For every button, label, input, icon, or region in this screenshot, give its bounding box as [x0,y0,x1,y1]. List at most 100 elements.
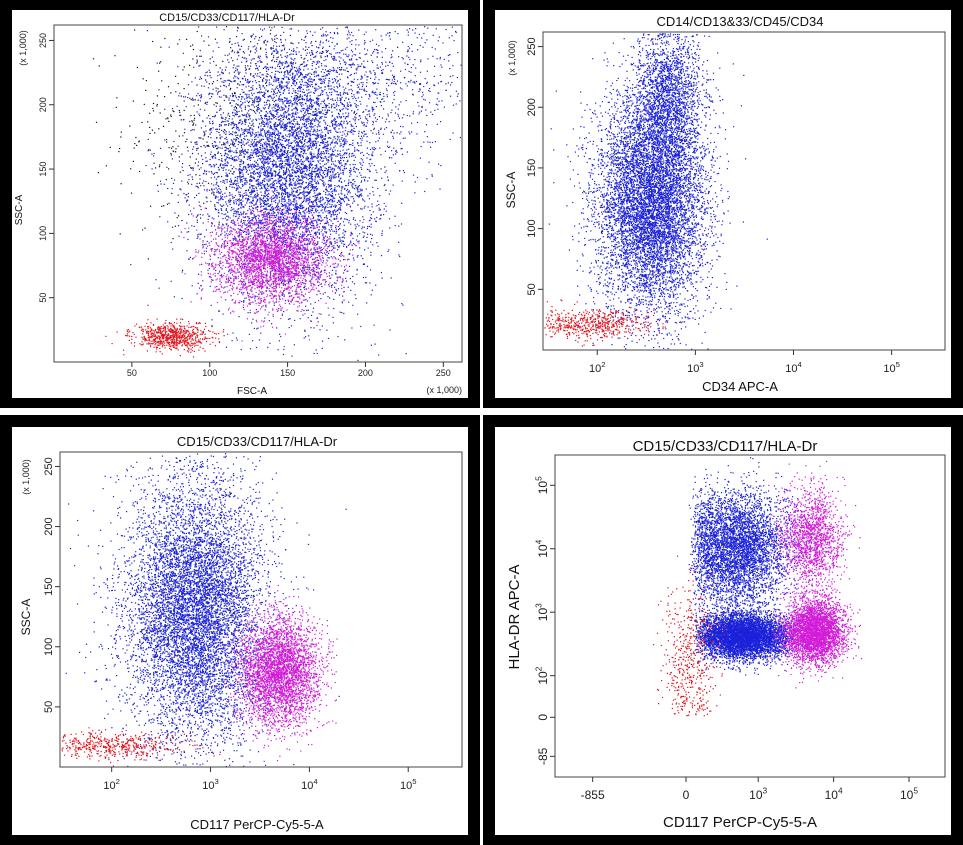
data-point [313,258,315,260]
data-point [320,270,323,273]
data-point [312,60,314,63]
data-point [273,200,275,202]
data-point [228,151,231,153]
data-point [342,221,345,223]
data-point [315,102,317,104]
data-point [270,151,272,153]
data-point [296,203,298,205]
data-point [325,192,327,194]
data-point [306,236,308,238]
data-point [325,105,328,107]
data-point [319,79,321,81]
data-point [303,198,305,200]
data-point [95,121,98,123]
data-point [266,76,268,78]
data-point [328,272,330,274]
data-point [199,174,201,176]
data-point [277,99,279,101]
data-point [202,158,204,161]
data-point [253,204,255,206]
data-point [325,244,328,246]
data-point [266,146,268,148]
data-point [184,197,186,199]
data-point [264,131,266,133]
data-point [289,126,291,128]
data-point [216,181,218,183]
data-point [305,336,307,338]
data-point [314,155,316,157]
data-point [224,182,226,184]
data-point [279,119,281,121]
data-point [277,213,279,215]
data-point [240,163,242,165]
data-point [303,134,305,137]
data-point [226,262,228,264]
data-point [262,171,264,174]
data-point [303,58,305,60]
data-point [269,209,271,211]
data-point [357,255,359,257]
data-point [299,156,302,158]
data-point [248,131,250,134]
data-point [276,189,278,191]
data-point [265,149,267,151]
data-point [242,148,244,150]
data-point [198,137,200,139]
data-point [221,205,223,207]
data-point [284,137,286,139]
data-point [229,115,231,117]
data-point [316,317,319,319]
data-point [304,119,307,121]
data-point [363,235,365,237]
data-point [314,242,316,244]
data-point [200,137,202,139]
data-point [297,194,299,196]
data-point [282,143,284,145]
data-point [289,243,292,245]
data-point [301,255,303,257]
data-point [258,173,260,175]
data-point [229,149,231,151]
data-point [284,88,286,91]
data-point [302,76,304,78]
data-point [347,104,349,106]
data-point [279,225,281,227]
data-point [362,263,364,266]
data-point [349,131,351,133]
data-point [296,179,298,181]
data-point [304,143,306,145]
data-point [229,40,231,42]
data-point [255,97,257,99]
data-point [312,252,314,254]
data-point [158,287,160,289]
data-point [217,211,219,214]
data-point [246,194,248,196]
data-point [249,187,251,189]
data-point [343,229,345,231]
data-point [250,35,252,37]
data-point [248,68,250,70]
data-point [332,174,334,176]
data-point [255,151,257,153]
data-point [299,226,301,229]
data-point [322,184,324,186]
data-point [325,40,327,42]
data-point [290,325,293,327]
data-point [343,272,345,274]
data-point [311,152,313,155]
data-point [180,95,182,97]
data-point [277,112,279,114]
data-point [255,82,257,84]
data-point [291,103,293,105]
data-point [246,164,249,166]
data-point [192,169,194,171]
data-point [219,192,221,194]
data-point [211,222,213,224]
data-point [249,180,251,182]
data-point [238,203,240,205]
data-point [201,263,203,265]
data-point [315,63,317,65]
data-point [275,92,277,95]
data-point [285,183,287,185]
data-point [265,209,267,211]
